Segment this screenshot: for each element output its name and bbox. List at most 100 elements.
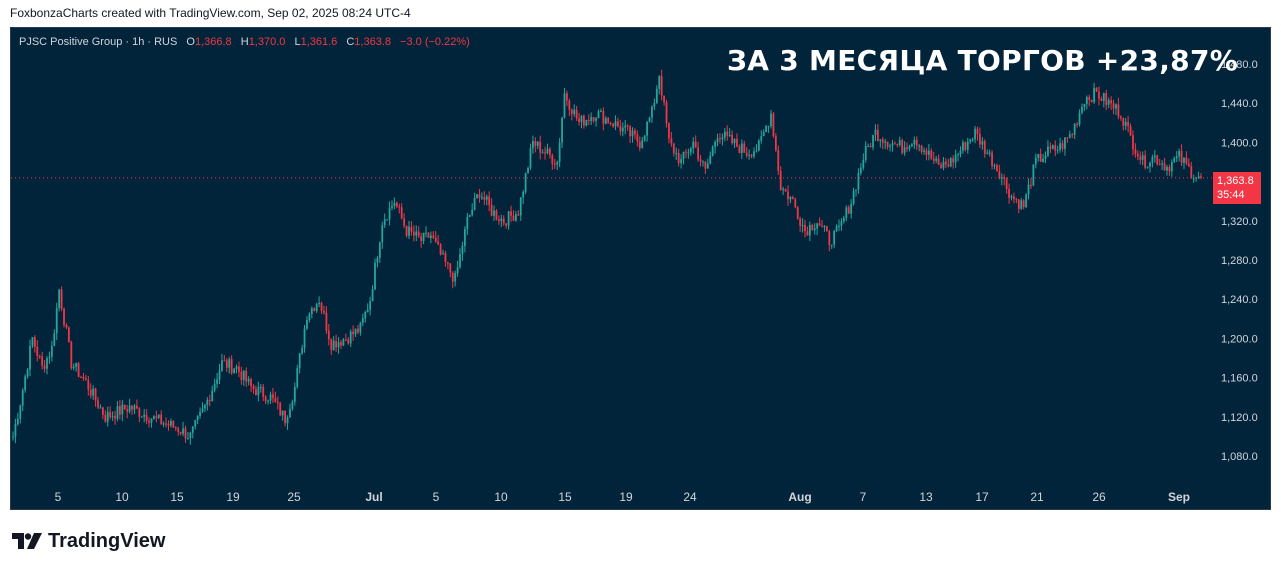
- candle-body: [706, 163, 709, 169]
- candle-body: [568, 100, 571, 110]
- price-axis[interactable]: 1,080.0 1,120.0 1,160.0 1,200.0 1,240.0 1,280…: [1221, 59, 1258, 463]
- candle-body: [573, 109, 576, 115]
- candle-body: [1190, 166, 1193, 179]
- candle-body: [1102, 93, 1105, 101]
- candle-body: [359, 322, 362, 333]
- candle-body: [361, 318, 364, 323]
- candle-body: [974, 128, 976, 140]
- candle-body: [884, 141, 887, 143]
- candle-body: [36, 346, 39, 357]
- candle-body: [143, 414, 146, 417]
- time-axis[interactable]: 5 10 15 19 25 Jul 5 10 15 19 24 Aug 7 13 17 21 26 Sep: [55, 490, 1190, 504]
- candle-body: [403, 218, 406, 226]
- candle-body: [976, 128, 979, 134]
- candle-body: [65, 324, 68, 328]
- candle-body: [378, 242, 381, 258]
- candle-body: [585, 119, 588, 126]
- candle-body: [604, 118, 607, 124]
- candle-body: [415, 231, 418, 236]
- candle-body: [782, 189, 785, 191]
- price-chart[interactable]: 1,080.0 1,120.0 1,160.0 1,200.0 1,240.0 1,280…: [11, 28, 1271, 510]
- candle-body: [869, 145, 872, 148]
- candle-body: [1049, 146, 1052, 149]
- candle-body: [1166, 166, 1168, 171]
- candle-body: [532, 141, 534, 149]
- candle-body: [257, 387, 260, 395]
- candle-body: [799, 218, 802, 226]
- candle-body: [1088, 97, 1091, 100]
- candle-body: [592, 117, 595, 121]
- candle-body: [699, 159, 702, 162]
- candle-body: [736, 139, 738, 147]
- time-tick-label: 5: [55, 490, 62, 504]
- candle-body: [986, 152, 989, 154]
- candle-body: [1197, 176, 1200, 178]
- candle-body: [177, 428, 180, 432]
- candle-body: [850, 203, 853, 214]
- time-tick-label: 25: [287, 490, 301, 504]
- candle-body: [60, 289, 63, 309]
- close-label: C: [346, 36, 355, 48]
- candle-body: [1095, 87, 1098, 92]
- candle-body: [570, 109, 573, 115]
- candle-body: [1008, 188, 1010, 198]
- candle-body: [106, 412, 109, 422]
- candle-body: [876, 129, 879, 141]
- current-price-value: 1,363.8: [1217, 175, 1254, 187]
- candle-body: [549, 148, 551, 156]
- candle-body: [514, 214, 517, 221]
- candle-body: [1100, 98, 1103, 101]
- symbol-name[interactable]: PJSC Positive Group · 1h · RUS: [19, 36, 178, 48]
- candle-body: [1098, 91, 1100, 99]
- candle-body: [476, 194, 478, 198]
- candle-body: [393, 202, 396, 206]
- time-tick-label: 17: [975, 490, 989, 504]
- candle-body: [767, 125, 770, 127]
- candle-body: [490, 204, 493, 216]
- candle-body: [289, 408, 291, 418]
- candle-body: [1030, 184, 1032, 186]
- candle-body: [728, 134, 731, 136]
- candle-body: [21, 390, 24, 406]
- candle-body: [845, 207, 848, 218]
- candle-body: [1105, 93, 1108, 105]
- candle-body: [587, 119, 590, 121]
- candle-body: [340, 342, 342, 346]
- candle-body: [704, 161, 707, 169]
- candle-body: [1153, 155, 1156, 158]
- candle-body: [145, 414, 148, 421]
- candle-body: [444, 253, 447, 263]
- candle-body: [395, 202, 398, 207]
- candle-body: [400, 207, 403, 219]
- candle-body: [923, 150, 925, 152]
- candle-body: [641, 140, 644, 149]
- candle-body: [274, 398, 277, 403]
- candle-body: [738, 146, 741, 153]
- candle-body: [607, 118, 610, 124]
- candle-body: [886, 141, 889, 147]
- candle-body: [913, 139, 916, 145]
- candle-body: [259, 386, 262, 388]
- candle-body: [221, 360, 223, 371]
- candle-body: [685, 151, 687, 153]
- candle-body: [342, 339, 345, 346]
- candle-body: [357, 328, 359, 333]
- candle-body: [1073, 123, 1076, 135]
- candle-body: [497, 219, 500, 221]
- candle-body: [626, 125, 629, 127]
- candle-body: [789, 197, 792, 200]
- candle-body: [646, 121, 648, 136]
- candle-body: [1156, 155, 1159, 165]
- candle-body: [63, 308, 65, 325]
- candle-body: [199, 411, 201, 416]
- candle-body: [556, 162, 559, 165]
- time-tick-label: 10: [115, 490, 129, 504]
- candle-body: [388, 207, 391, 220]
- candle-body: [493, 210, 495, 216]
- candle-body: [1061, 143, 1064, 149]
- candle-body: [949, 158, 952, 167]
- tradingview-brand[interactable]: TradingView: [12, 530, 165, 552]
- candle-body: [748, 154, 751, 156]
- chart-pane[interactable]: 1,080.0 1,120.0 1,160.0 1,200.0 1,240.0 1,280…: [10, 27, 1271, 510]
- candle-body: [918, 145, 921, 147]
